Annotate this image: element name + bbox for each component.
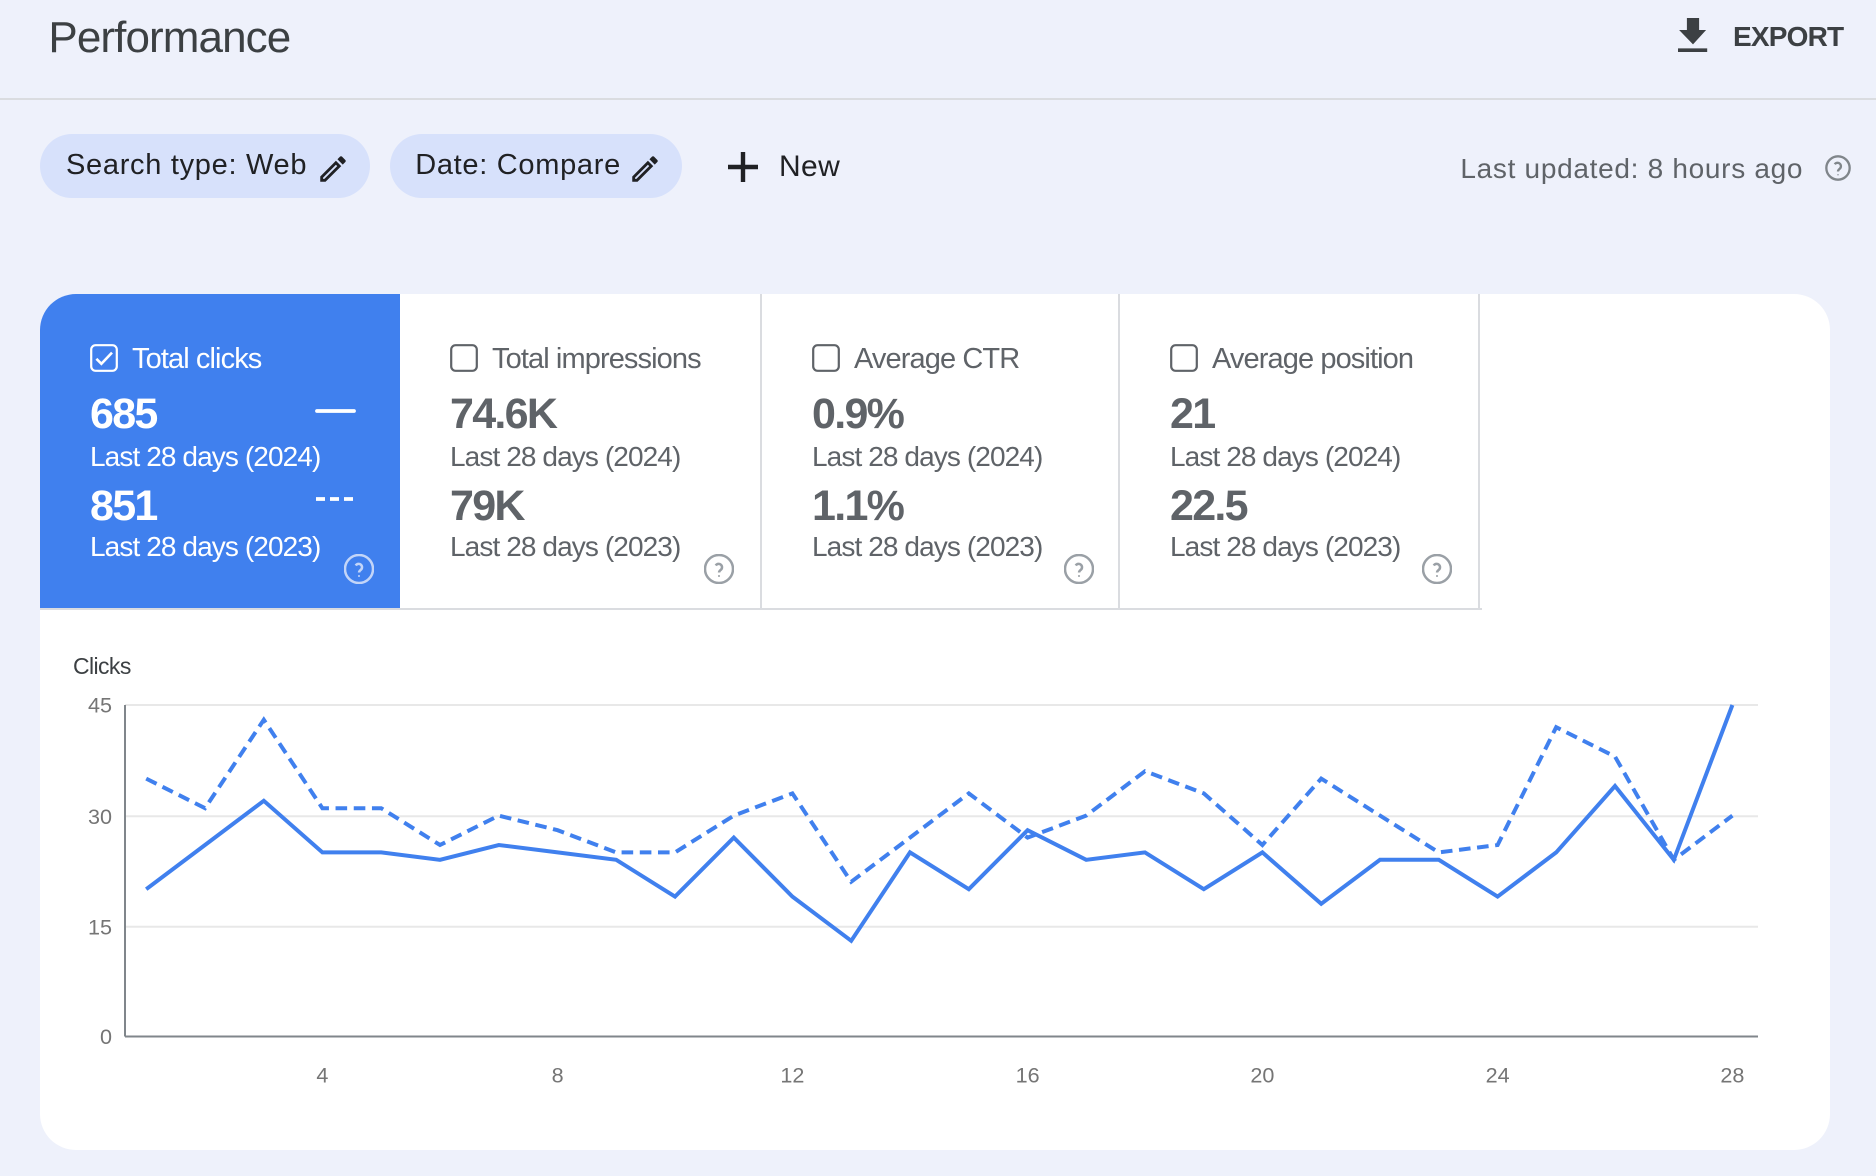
svg-text:8: 8: [552, 1063, 564, 1088]
svg-text:45: 45: [88, 693, 112, 718]
svg-text:Clicks: Clicks: [73, 653, 131, 679]
svg-text:20: 20: [1250, 1063, 1274, 1088]
svg-text:24: 24: [1486, 1063, 1510, 1088]
svg-text:16: 16: [1016, 1063, 1040, 1088]
svg-text:28: 28: [1720, 1063, 1744, 1088]
svg-text:12: 12: [780, 1063, 804, 1088]
svg-text:15: 15: [88, 914, 112, 939]
svg-text:0: 0: [100, 1024, 112, 1049]
svg-text:30: 30: [88, 804, 112, 829]
svg-text:4: 4: [316, 1063, 328, 1088]
